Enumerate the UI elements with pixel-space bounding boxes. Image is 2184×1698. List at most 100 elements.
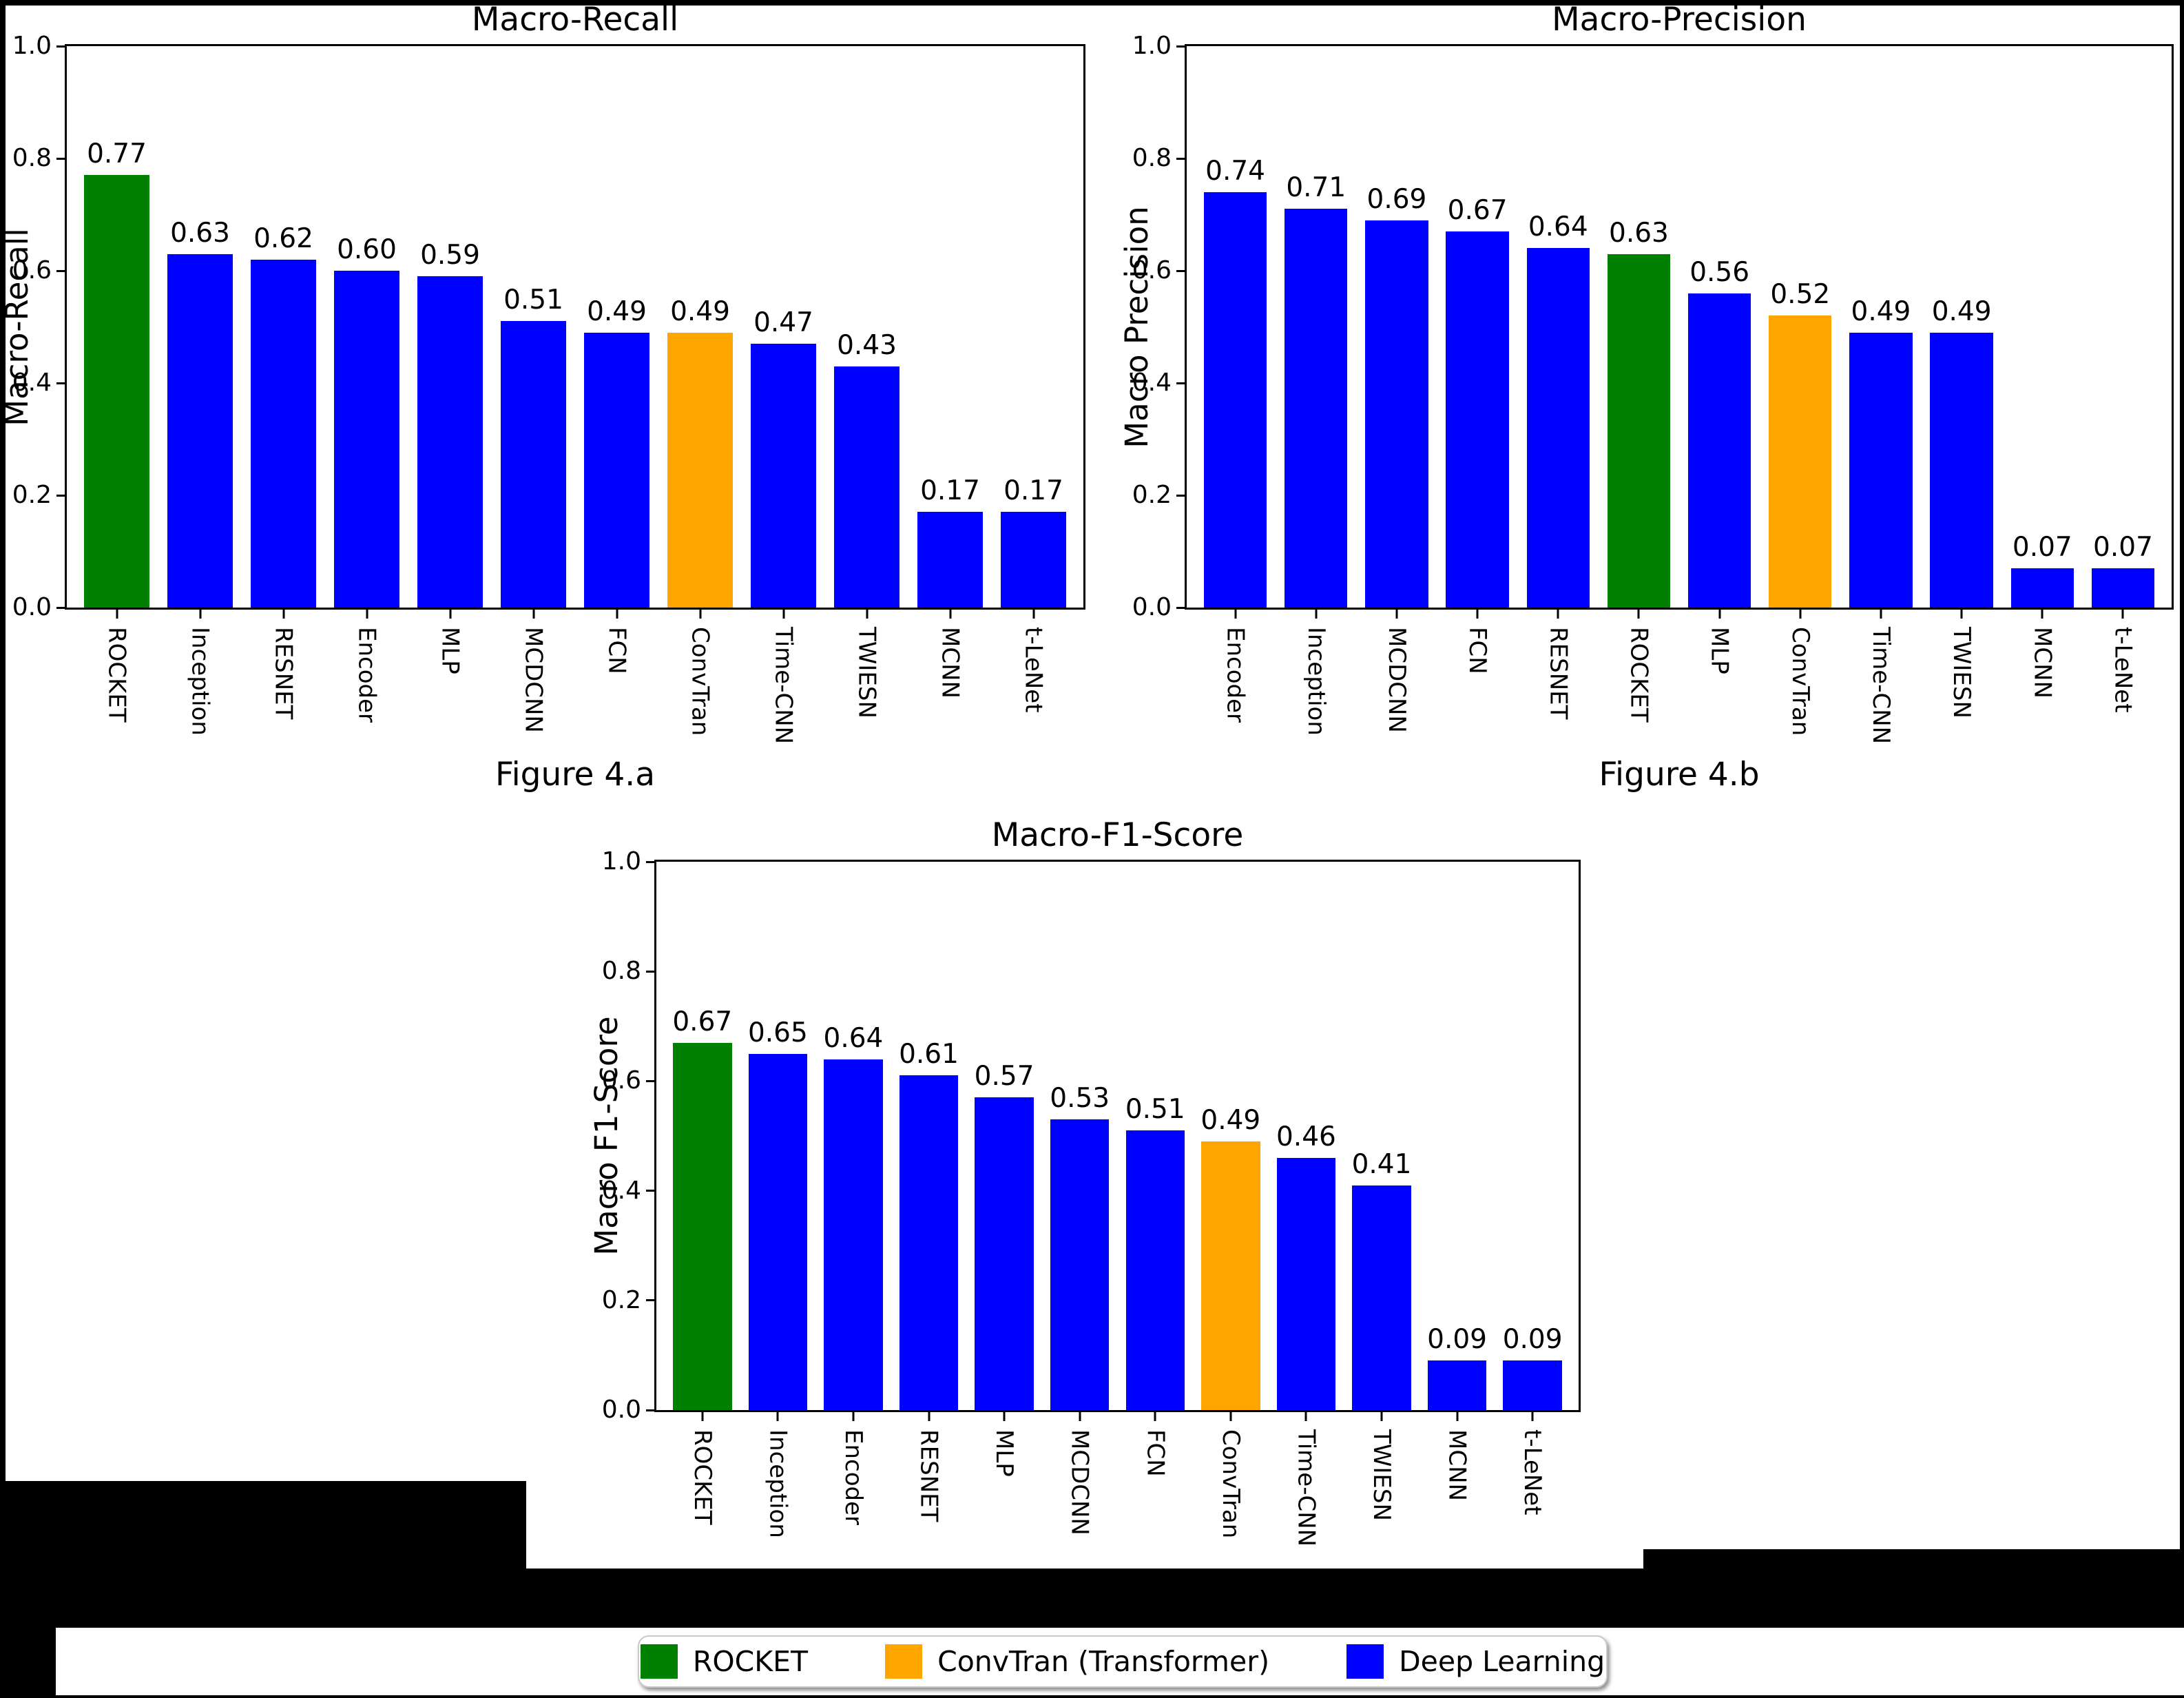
bar-value-label: 0.67 — [1447, 195, 1508, 226]
bar-slot: 0.49 TWIESN — [1922, 46, 2002, 718]
x-tick-mark — [949, 608, 951, 619]
bar-mcnn — [1427, 1360, 1487, 1410]
y-tick-label: 0.4 — [12, 369, 52, 397]
x-tick-mark — [1557, 608, 1559, 619]
y-tick-label: 0.6 — [1132, 256, 1172, 284]
legend-entry: ConvTran (Transformer) — [885, 1644, 1269, 1679]
bar-mcnn — [917, 512, 983, 608]
bar-mcnn — [2010, 568, 2074, 608]
y-tick-label: 0.8 — [12, 144, 52, 172]
y-tick-mark — [56, 45, 67, 48]
x-tick-mark — [2041, 608, 2043, 619]
x-tick-label: ConvTran — [1786, 627, 1814, 736]
x-tick-label: Time-CNN — [1866, 627, 1895, 745]
y-tick-mark — [1176, 45, 1187, 48]
x-tick-label: t-LeNet — [2109, 627, 2137, 713]
figure-background-center-extension — [526, 1481, 1643, 1568]
x-tick-label: MCNN — [1443, 1429, 1471, 1501]
bar-twiesn — [1930, 333, 1993, 608]
bar-slot: 0.64 Encoder — [815, 862, 891, 1526]
bar-value-label: 0.67 — [672, 1006, 733, 1037]
bar-slot: 0.61 RESNET — [891, 862, 967, 1522]
bar-resnet — [899, 1075, 959, 1410]
y-tick-label: 0.4 — [601, 1176, 641, 1205]
chart-title-macro-recall: Macro-Recall — [471, 1, 679, 39]
bar-slot: 0.09 t-LeNet — [1495, 862, 1570, 1515]
x-tick-mark — [2121, 608, 2124, 619]
x-tick-mark — [1032, 608, 1034, 619]
bar-slot: 0.09 MCNN — [1419, 862, 1495, 1501]
x-tick-mark — [1718, 608, 1721, 619]
x-tick-label: Inception — [1302, 627, 1330, 736]
x-tick-mark — [532, 608, 534, 619]
x-tick-mark — [1154, 1410, 1156, 1421]
x-tick-label: Encoder — [1221, 627, 1249, 723]
y-tick-mark — [646, 1299, 656, 1302]
chart-macro-recall: Macro-Recall Macro-Recall 1.0 0.8 0.6 0.4 0.… — [0, 1, 1085, 794]
bar-mlp — [417, 276, 483, 608]
bar-slot: 0.46 Time-CNN — [1269, 862, 1344, 1547]
bar-value-label: 0.09 — [1427, 1324, 1487, 1355]
bar-value-label: 0.74 — [1205, 156, 1265, 187]
bar-value-label: 0.49 — [1931, 296, 1992, 327]
x-tick-label: MCDCNN — [1065, 1429, 1094, 1535]
y-tick-label: 1.0 — [12, 32, 52, 60]
x-tick-mark — [282, 608, 284, 619]
x-tick-label: RESNET — [1544, 627, 1572, 720]
legend-entry: Deep Learning — [1346, 1644, 1605, 1679]
x-tick-label: TWIESN — [1367, 1429, 1395, 1521]
x-tick-mark — [1229, 1410, 1232, 1421]
legend-swatch-rocket — [640, 1644, 678, 1679]
chart-title-macro-precision: Macro-Precision — [1552, 1, 1807, 39]
bar-convtran — [667, 333, 733, 608]
x-tick-label: FCN — [1464, 627, 1492, 674]
x-tick-mark — [1476, 608, 1479, 619]
bar-slot: 0.47 Time-CNN — [742, 46, 825, 744]
bar-slot: 0.77 ROCKET — [75, 46, 158, 723]
bar-value-label: 0.41 — [1351, 1149, 1412, 1180]
x-tick-label: TWIESN — [853, 627, 881, 718]
plot-area-macro-recall: 1.0 0.8 0.6 0.4 0.2 0.0 0.77 ROCKET 0.63 Inceptio… — [12, 32, 1085, 744]
x-tick-label: t-LeNet — [1519, 1429, 1547, 1515]
bar-slot: 0.67 ROCKET — [665, 862, 740, 1525]
bar-slot: 0.56 MLP — [1679, 46, 1760, 674]
legend-swatch-deep_learning — [1346, 1644, 1384, 1679]
y-tick-label: 0.2 — [1132, 481, 1172, 509]
y-tick-label: 0.0 — [12, 593, 52, 621]
bar-resnet — [1526, 248, 1590, 608]
y-tick-mark — [1176, 606, 1187, 609]
y-axis-label-macro-f1-score: Macro F1-Score — [588, 1016, 625, 1256]
x-tick-mark — [616, 608, 618, 619]
bar-slot: 0.62 RESNET — [242, 46, 325, 719]
bar-time-cnn — [1276, 1158, 1336, 1410]
y-tick-mark — [56, 382, 67, 384]
x-tick-mark — [1799, 608, 1802, 619]
x-tick-mark — [449, 608, 451, 619]
bar-mlp — [1687, 293, 1751, 608]
bar-slots: 0.77 ROCKET 0.63 Inception 0.62 RESNET 0.60 Enc… — [67, 46, 1083, 744]
bar-fcn — [1446, 231, 1509, 608]
bar-slot: 0.74 Encoder — [1195, 46, 1276, 723]
x-tick-label: ROCKET — [1625, 627, 1653, 723]
x-tick-mark — [366, 608, 368, 619]
x-tick-label: ConvTran — [1216, 1429, 1245, 1539]
x-tick-label: Time-CNN — [769, 627, 798, 745]
x-tick-label: TWIESN — [1948, 627, 1976, 718]
legend-label: ROCKET — [692, 1645, 809, 1678]
bar-value-label: 0.61 — [899, 1039, 959, 1070]
figure-caption-b: Figure 4.b — [1599, 756, 1760, 794]
y-tick-label: 0.4 — [1132, 369, 1172, 397]
x-tick-label: ROCKET — [103, 627, 131, 723]
bar-value-label: 0.49 — [670, 296, 730, 327]
bar-slot: 0.51 MCDCNN — [492, 46, 575, 733]
plot-area-macro-precision: 1.0 0.8 0.6 0.4 0.2 0.0 0.74 Encoder 0.71 Incepti… — [1132, 32, 2174, 744]
bar-value-label: 0.63 — [170, 218, 230, 249]
bar-time-cnn — [751, 344, 816, 608]
x-tick-mark — [199, 608, 201, 619]
x-tick-mark — [1637, 608, 1640, 619]
x-tick-mark — [782, 608, 784, 619]
bar-mlp — [975, 1097, 1034, 1410]
y-tick-mark — [646, 860, 656, 863]
figure-background-right-extension — [1643, 1481, 2180, 1549]
bar-value-label: 0.51 — [503, 284, 563, 315]
